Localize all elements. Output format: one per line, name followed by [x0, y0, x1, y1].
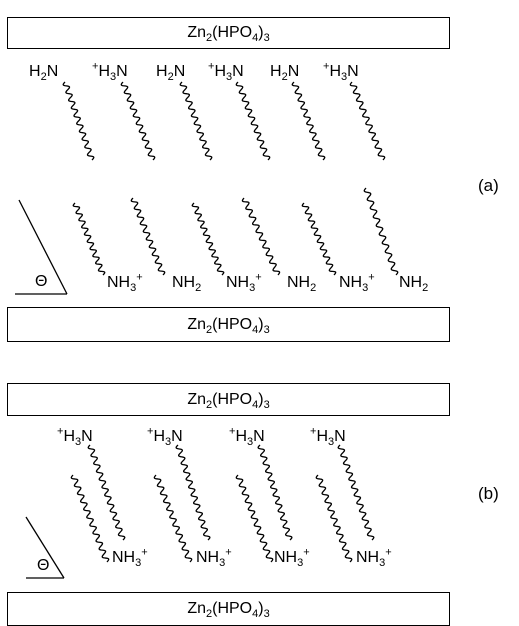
amine-head-label: H2N: [29, 63, 59, 84]
zinc-phosphate-layer-top-b: Zn2(HPO4)3: [7, 383, 450, 416]
alkyl-chain: [363, 187, 399, 276]
panel-label-b: (b): [478, 484, 499, 503]
layer-formula: Zn2(HPO4)3: [187, 24, 270, 45]
alkyl-chain: [62, 81, 95, 161]
alkyl-chain: [257, 444, 293, 541]
ammonium-head-label: NH3+: [196, 546, 232, 570]
alkyl-chain: [337, 444, 375, 541]
alkyl-chain: [72, 202, 106, 276]
zinc-phosphate-layer-top-a: Zn2(HPO4)3: [7, 17, 450, 49]
amine-head-label: NH2: [172, 274, 202, 295]
zinc-phosphate-layer-bottom-b: Zn2(HPO4)3: [7, 592, 450, 626]
amine-head-label: NH2: [287, 274, 317, 295]
ammonium-head-label: NH3+: [339, 271, 375, 295]
ammonium-head-label: NH3+: [356, 546, 392, 570]
alkyl-chain: [153, 474, 193, 563]
panel-label-a: (a): [478, 176, 499, 195]
alkyl-chain: [241, 197, 281, 276]
ammonium-head-label: +H3N: [323, 60, 359, 84]
tilt-angle-edge-a: [18, 199, 68, 295]
alkyl-chain: [235, 474, 274, 563]
alkyl-chain: [87, 444, 126, 541]
amine-head-label: NH2: [399, 274, 429, 295]
ammonium-head-label: +H3N: [229, 425, 265, 449]
alkyl-chain: [301, 202, 337, 276]
zinc-phosphate-layer-bottom-a: Zn2(HPO4)3: [7, 307, 450, 342]
alkyl-chain: [179, 81, 213, 161]
ammonium-head-label: +H3N: [208, 60, 244, 84]
alkyl-chain: [315, 474, 353, 563]
alkyl-chain: [349, 81, 386, 161]
ammonium-head-label: NH3+: [226, 271, 262, 295]
amine-head-label: H2N: [270, 63, 300, 84]
ammonium-head-label: NH3+: [107, 271, 143, 295]
alkyl-chain: [120, 81, 156, 161]
ammonium-head-label: +H3N: [57, 425, 93, 449]
alkyl-chain: [175, 444, 211, 541]
tilt-angle-symbol-a: Θ: [35, 273, 48, 290]
tilt-angle-symbol-b: Θ: [37, 557, 50, 574]
alkyl-chain: [235, 81, 271, 161]
ammonium-head-label: +H3N: [92, 60, 128, 84]
ammonium-head-label: +H3N: [147, 425, 183, 449]
tilt-angle-edge-b: [25, 516, 65, 579]
alkyl-chain: [70, 474, 110, 563]
ammonium-head-label: +H3N: [310, 425, 346, 449]
alkyl-chain: [291, 81, 326, 161]
amine-head-label: H2N: [156, 63, 186, 84]
ammonium-head-label: NH3+: [112, 546, 148, 570]
alkyl-chain: [130, 197, 166, 276]
layer-formula: Zn2(HPO4)3: [187, 315, 270, 336]
ammonium-head-label: NH3+: [274, 546, 310, 570]
layer-formula: Zn2(HPO4)3: [187, 600, 270, 621]
layer-formula: Zn2(HPO4)3: [187, 390, 270, 411]
alkyl-chain: [191, 202, 225, 276]
